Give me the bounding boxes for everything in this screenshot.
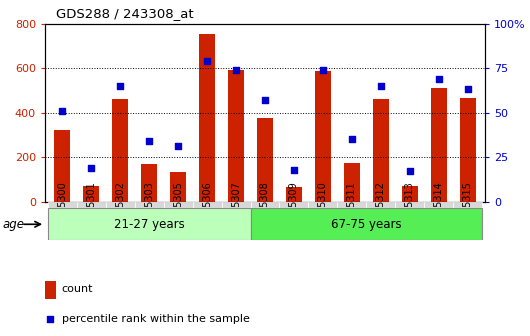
Bar <box>112 99 128 202</box>
Bar <box>373 99 388 202</box>
Text: count: count <box>62 284 93 294</box>
Text: GSM5306: GSM5306 <box>202 181 212 228</box>
Bar <box>48 208 251 240</box>
Text: GSM5302: GSM5302 <box>116 181 125 228</box>
Bar <box>286 187 302 202</box>
Bar <box>48 202 77 208</box>
Bar <box>315 71 331 202</box>
Point <box>376 83 385 88</box>
Bar <box>106 202 135 208</box>
Bar <box>402 186 418 202</box>
Bar <box>251 208 482 240</box>
Point <box>203 58 211 64</box>
Point <box>58 108 67 114</box>
Bar <box>395 202 424 208</box>
Bar <box>192 202 222 208</box>
Point <box>463 87 472 92</box>
Bar <box>460 98 475 202</box>
Bar <box>279 202 308 208</box>
Bar <box>424 202 453 208</box>
Point <box>87 165 95 170</box>
Point <box>116 83 125 88</box>
Bar <box>366 202 395 208</box>
Text: percentile rank within the sample: percentile rank within the sample <box>62 314 250 324</box>
Text: GSM5307: GSM5307 <box>231 181 241 228</box>
Text: GSM5315: GSM5315 <box>463 181 473 228</box>
Text: GDS288 / 243308_at: GDS288 / 243308_at <box>56 7 193 20</box>
Text: 21-27 years: 21-27 years <box>114 218 184 231</box>
Bar <box>222 202 251 208</box>
Bar <box>228 70 244 202</box>
Point <box>46 317 55 322</box>
Bar <box>251 202 279 208</box>
Text: GSM5314: GSM5314 <box>434 181 444 228</box>
Bar <box>135 202 164 208</box>
Text: GSM5310: GSM5310 <box>318 181 328 228</box>
Point <box>348 136 356 142</box>
Bar <box>199 34 215 202</box>
Text: age: age <box>3 218 25 231</box>
Point <box>319 67 327 73</box>
Text: GSM5312: GSM5312 <box>376 181 386 228</box>
Point <box>145 138 154 144</box>
Point <box>290 167 298 172</box>
Bar <box>55 130 70 202</box>
Bar <box>338 202 366 208</box>
Bar <box>142 164 157 202</box>
Point <box>435 76 443 81</box>
Point <box>174 144 182 149</box>
Text: GSM5309: GSM5309 <box>289 181 299 228</box>
Bar <box>45 281 56 299</box>
Text: GSM5301: GSM5301 <box>86 181 96 228</box>
Bar <box>170 172 186 202</box>
Bar <box>344 163 360 202</box>
Text: GSM5313: GSM5313 <box>405 181 414 228</box>
Bar <box>164 202 192 208</box>
Bar <box>431 88 447 202</box>
Text: GSM5303: GSM5303 <box>144 181 154 228</box>
Text: GSM5308: GSM5308 <box>260 181 270 228</box>
Bar <box>308 202 338 208</box>
Text: GSM5311: GSM5311 <box>347 181 357 228</box>
Bar <box>257 118 273 202</box>
Bar <box>83 186 99 202</box>
Point <box>405 169 414 174</box>
Bar <box>453 202 482 208</box>
Point <box>261 97 269 103</box>
Text: GSM5305: GSM5305 <box>173 181 183 228</box>
Text: 67-75 years: 67-75 years <box>331 218 402 231</box>
Text: GSM5300: GSM5300 <box>57 181 67 228</box>
Point <box>232 67 240 73</box>
Bar <box>77 202 106 208</box>
